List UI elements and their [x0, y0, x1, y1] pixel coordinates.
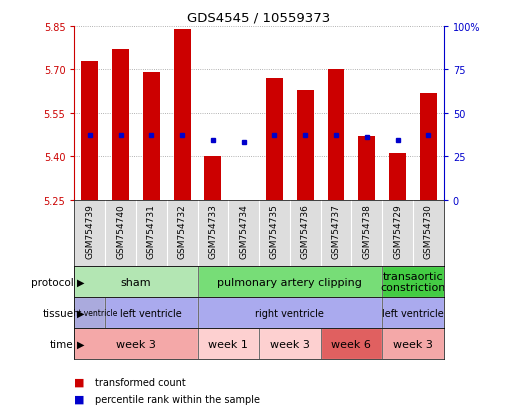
Bar	[420, 93, 437, 200]
Bar	[389, 154, 406, 200]
Bar	[81, 62, 98, 200]
Bar	[297, 90, 313, 200]
Bar	[198, 297, 382, 328]
Text: week 3: week 3	[116, 339, 156, 349]
Bar	[358, 137, 375, 200]
Bar	[321, 328, 382, 359]
Bar	[105, 297, 198, 328]
Bar	[327, 70, 344, 200]
Bar	[382, 328, 444, 359]
Text: week 3: week 3	[270, 339, 310, 349]
Bar	[112, 50, 129, 200]
Text: right ventricle: right ventricle	[63, 309, 117, 317]
Text: sham: sham	[121, 277, 151, 287]
Bar	[382, 328, 444, 359]
Bar	[74, 328, 198, 359]
Text: ▶: ▶	[77, 308, 85, 318]
Bar	[259, 328, 321, 359]
Text: transformed count: transformed count	[95, 377, 186, 387]
Text: left ventricle: left ventricle	[382, 308, 444, 318]
Text: GSM754734: GSM754734	[239, 204, 248, 258]
Bar	[198, 328, 259, 359]
Text: week 6: week 6	[331, 339, 371, 349]
Bar	[105, 297, 198, 328]
Text: transaortic
constriction: transaortic constriction	[380, 271, 446, 293]
Text: week 1: week 1	[208, 339, 248, 349]
Bar	[198, 328, 259, 359]
Bar	[321, 328, 382, 359]
Text: GSM754737: GSM754737	[331, 204, 341, 259]
Bar	[198, 297, 382, 328]
Bar	[198, 266, 382, 297]
Bar	[382, 266, 444, 297]
Bar	[382, 297, 444, 328]
Text: GSM754736: GSM754736	[301, 204, 310, 259]
Bar	[266, 79, 283, 200]
Text: GSM754740: GSM754740	[116, 204, 125, 258]
Text: left ventricle: left ventricle	[121, 308, 182, 318]
Bar	[74, 297, 105, 328]
Text: GSM754732: GSM754732	[177, 204, 187, 258]
Text: GSM754730: GSM754730	[424, 204, 433, 259]
Title: GDS4545 / 10559373: GDS4545 / 10559373	[187, 11, 331, 24]
Bar	[198, 266, 382, 297]
Text: GSM754733: GSM754733	[208, 204, 218, 259]
Bar	[143, 73, 160, 200]
Text: protocol: protocol	[31, 277, 73, 287]
Text: right ventricle: right ventricle	[255, 308, 324, 318]
Bar	[204, 157, 222, 200]
Text: pulmonary artery clipping: pulmonary artery clipping	[218, 277, 362, 287]
Text: ▶: ▶	[77, 277, 85, 287]
Bar	[382, 266, 444, 297]
Text: GSM754729: GSM754729	[393, 204, 402, 258]
Text: GSM754735: GSM754735	[270, 204, 279, 259]
Text: GSM754738: GSM754738	[362, 204, 371, 259]
Text: ■: ■	[74, 377, 85, 387]
Bar	[74, 328, 198, 359]
Bar	[173, 30, 190, 200]
Text: GSM754739: GSM754739	[85, 204, 94, 259]
Bar	[74, 266, 198, 297]
Text: GSM754731: GSM754731	[147, 204, 156, 259]
Bar	[259, 328, 321, 359]
Text: ■: ■	[74, 394, 85, 404]
Bar	[382, 297, 444, 328]
Text: week 3: week 3	[393, 339, 433, 349]
Text: ▶: ▶	[77, 339, 85, 349]
Text: time: time	[50, 339, 73, 349]
Text: tissue: tissue	[42, 308, 73, 318]
Text: percentile rank within the sample: percentile rank within the sample	[95, 394, 260, 404]
Bar	[74, 297, 105, 328]
Bar	[74, 266, 198, 297]
